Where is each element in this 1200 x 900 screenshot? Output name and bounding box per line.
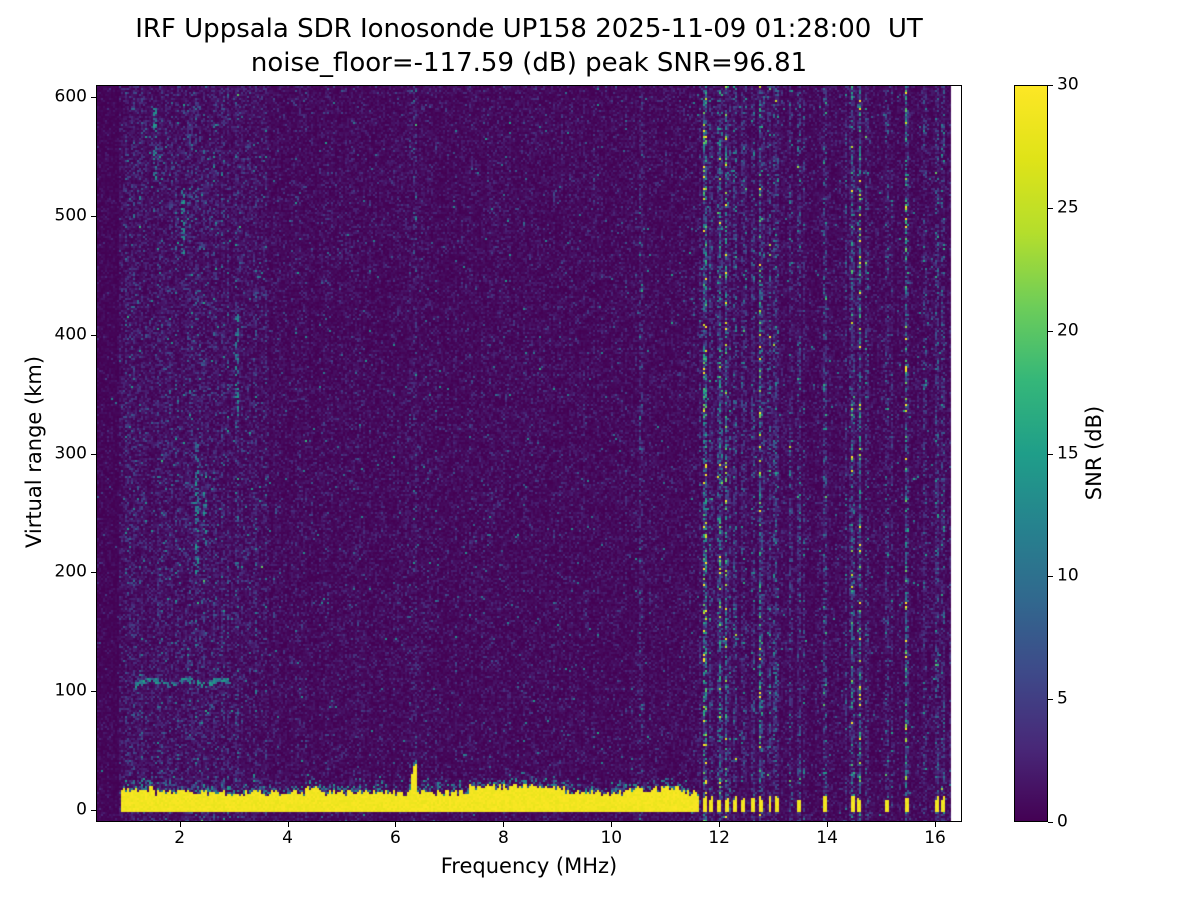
colorbar-tick-label: 15	[1057, 443, 1079, 463]
plot-area	[96, 85, 962, 822]
y-tick-label: 100	[54, 680, 87, 701]
y-tick-mark	[91, 453, 96, 455]
colorbar-tick-label: 10	[1057, 565, 1079, 586]
y-tick-mark	[91, 810, 96, 812]
x-tick-mark	[179, 822, 181, 827]
x-tick-label: 10	[600, 828, 623, 848]
colorbar-tick-mark	[1048, 207, 1053, 209]
x-axis-label: Frequency (MHz)	[440, 854, 618, 878]
y-tick-mark	[91, 334, 96, 336]
colorbar-label: SNR (dB)	[1082, 405, 1106, 501]
colorbar-tick-label: 20	[1057, 320, 1079, 341]
x-tick-label: 8	[497, 828, 509, 848]
y-tick-label: 400	[54, 324, 87, 345]
colorbar-tick-mark	[1048, 699, 1053, 701]
y-tick-mark	[91, 691, 96, 693]
chart-subtitle: noise_floor=-117.59 (dB) peak SNR=96.81	[250, 48, 808, 78]
y-tick-label: 600	[54, 86, 87, 107]
colorbar-tick-mark	[1048, 576, 1053, 578]
y-axis-label: Virtual range (km)	[22, 355, 46, 549]
y-tick-mark	[91, 215, 96, 217]
x-tick-mark	[719, 822, 721, 827]
x-tick-mark	[503, 822, 505, 827]
heatmap-canvas	[97, 86, 961, 821]
x-tick-mark	[287, 822, 289, 827]
y-tick-mark	[91, 96, 96, 98]
colorbar-tick-label: 25	[1057, 197, 1079, 218]
x-tick-mark	[395, 822, 397, 827]
y-tick-label: 500	[54, 205, 87, 226]
x-tick-mark	[611, 822, 613, 827]
colorbar-tick-label: 0	[1057, 811, 1068, 832]
colorbar-tick-label: 5	[1057, 688, 1068, 709]
x-tick-mark	[827, 822, 829, 827]
colorbar-tick-mark	[1048, 330, 1053, 332]
x-tick-label: 12	[708, 828, 731, 848]
colorbar-tick-mark	[1048, 85, 1053, 86]
y-tick-label: 300	[54, 443, 87, 463]
colorbar	[1014, 85, 1048, 822]
chart-title: IRF Uppsala SDR Ionosonde UP158 2025-11-…	[135, 14, 923, 44]
y-tick-label: 0	[76, 799, 87, 820]
colorbar-tick-mark	[1048, 822, 1053, 823]
x-tick-label: 2	[174, 828, 186, 848]
colorbar-tick-label: 30	[1057, 74, 1079, 95]
x-tick-label: 16	[924, 828, 946, 848]
colorbar-tick-mark	[1048, 453, 1053, 455]
y-tick-mark	[91, 572, 96, 574]
y-tick-label: 200	[54, 561, 87, 582]
x-tick-mark	[935, 822, 937, 827]
x-tick-label: 6	[390, 828, 401, 848]
x-tick-label: 4	[282, 828, 293, 848]
x-tick-label: 14	[816, 828, 838, 848]
